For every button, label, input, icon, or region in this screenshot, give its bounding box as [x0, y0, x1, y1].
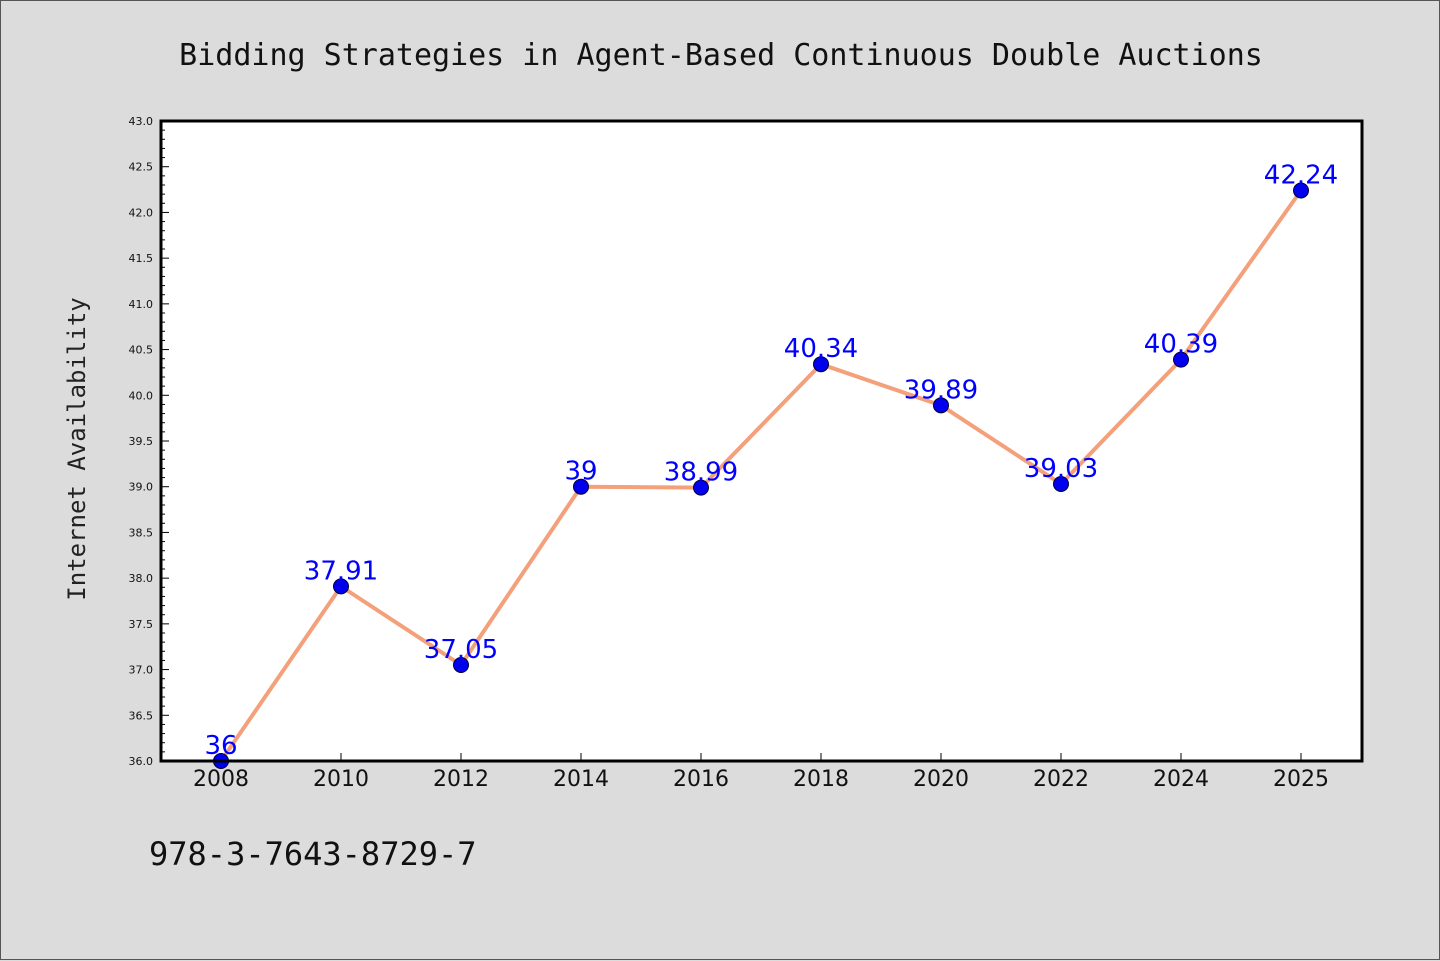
- data-label: 40.34: [784, 334, 858, 364]
- x-tick-label: 2014: [553, 767, 609, 792]
- isbn-footer: 978-3-7643-8729-7: [149, 835, 477, 873]
- x-tick-label: 2024: [1153, 767, 1209, 792]
- data-label: 39: [564, 457, 597, 487]
- y-axis-label: Internet Availability: [63, 297, 91, 600]
- data-point: [693, 479, 709, 496]
- data-label: 39.89: [904, 375, 978, 405]
- data-label: 39.03: [1024, 454, 1098, 484]
- x-tick-label: 2018: [793, 767, 849, 792]
- plot-border: [159, 119, 1364, 763]
- y-tick-label: 40.0: [129, 389, 154, 402]
- data-label: 38.99: [664, 458, 738, 488]
- series-markers: [213, 182, 1309, 769]
- y-tick-label: 42.5: [129, 161, 154, 174]
- data-label: 40.39: [1144, 330, 1218, 360]
- y-tick-label: 37.5: [129, 618, 154, 631]
- y-tick-label: 40.5: [129, 344, 154, 357]
- y-tick-label: 39.0: [129, 481, 154, 494]
- series-line: [219, 189, 1303, 763]
- data-point: [453, 657, 469, 673]
- data-label: 42.24: [1264, 160, 1338, 190]
- x-tick-label: 2025: [1273, 767, 1329, 792]
- data-point: [1293, 182, 1309, 199]
- x-tick-label: 2008: [193, 767, 249, 792]
- x-tick-label: 2022: [1033, 767, 1089, 792]
- x-tick-label: 2016: [673, 767, 729, 792]
- data-point: [333, 578, 349, 595]
- x-tick-label: 2020: [913, 767, 969, 792]
- series-lines: [219, 189, 1303, 763]
- data-point: [1053, 475, 1069, 492]
- data-label: 37.91: [304, 556, 378, 586]
- y-tick-label: 38.0: [129, 572, 154, 585]
- y-tick-label: 41.5: [129, 252, 154, 265]
- y-tick-label: 36.5: [129, 709, 154, 722]
- data-label: 37.05: [424, 635, 498, 665]
- data-point: [933, 397, 949, 414]
- y-tick-label: 43.0: [129, 115, 154, 128]
- y-tick-label: 38.5: [129, 526, 154, 539]
- data-point: [813, 356, 829, 373]
- x-axis: 2008 2010 2012 2014 2016 2018 2020 2022 2024 2025: [193, 753, 1329, 792]
- data-point: [573, 478, 589, 495]
- x-tick-label: 2010: [313, 767, 369, 792]
- y-tick-label: 41.0: [129, 298, 154, 311]
- data-point: [1173, 351, 1189, 368]
- y-tick-label: 37.0: [129, 664, 154, 677]
- y-tick-label: 36.0: [129, 755, 154, 768]
- data-label: 36: [204, 731, 237, 761]
- x-tick-label: 2012: [433, 767, 489, 792]
- chart-title: Bidding Strategies in Agent-Based Contin…: [179, 38, 1263, 73]
- y-tick-label: 42.0: [129, 206, 154, 219]
- data-labels: 36 37.91 37.05 39 38.99 40.34 39.89 39.03 40.39 4…: [204, 160, 1338, 761]
- y-tick-label: 39.5: [129, 435, 154, 448]
- plot-area: [161, 121, 1362, 761]
